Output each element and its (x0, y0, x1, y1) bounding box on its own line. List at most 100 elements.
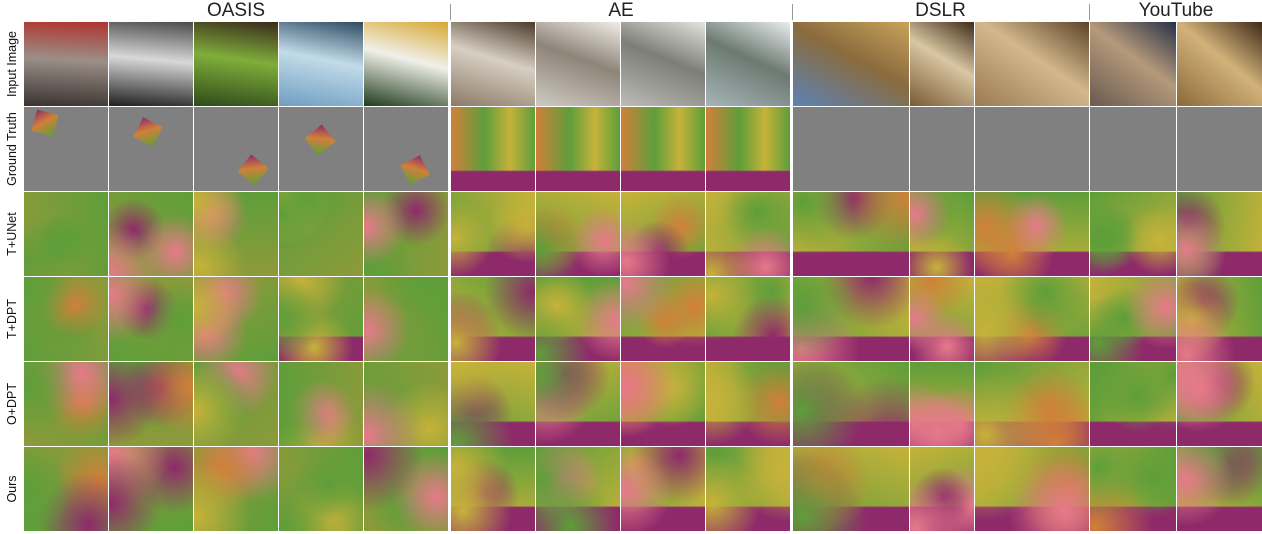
cell-o-dpt-oasis-1 (109, 362, 193, 446)
row-label-text: Input Image (5, 30, 19, 98)
group-divider (792, 4, 793, 20)
cell-ground-truth-youtube-12 (1090, 107, 1176, 191)
cell-o-dpt-dslr-9 (793, 362, 909, 446)
cell-t-dpt-ae-8 (706, 277, 790, 361)
cell-o-dpt-oasis-2 (194, 362, 278, 446)
cell-ours-oasis-4 (364, 447, 448, 531)
row-label-text: Ours (5, 475, 19, 503)
cell-t-unet-youtube-13 (1177, 192, 1262, 276)
cell-t-unet-oasis-2 (194, 192, 278, 276)
cell-t-unet-oasis-4 (364, 192, 448, 276)
cell-ground-truth-oasis-4 (364, 107, 448, 191)
cell-ours-ae-5 (451, 447, 535, 531)
cell-ours-youtube-12 (1090, 447, 1176, 531)
cell-ours-ae-8 (706, 447, 790, 531)
gt-sparse-patch (133, 117, 163, 147)
cell-t-unet-oasis-1 (109, 192, 193, 276)
cell-t-unet-youtube-12 (1090, 192, 1176, 276)
cell-ground-truth-ae-7 (621, 107, 705, 191)
cell-ground-truth-dslr-10 (910, 107, 974, 191)
row-label-text: Ground Truth (5, 112, 19, 186)
cell-ground-truth-dslr-9 (793, 107, 909, 191)
cell-o-dpt-dslr-11 (975, 362, 1089, 446)
cell-t-dpt-oasis-4 (364, 277, 448, 361)
row-label-text: T+DPT (5, 299, 19, 339)
cell-t-dpt-oasis-2 (194, 277, 278, 361)
cell-t-dpt-dslr-11 (975, 277, 1089, 361)
row-label-ours: Ours (0, 447, 24, 531)
cell-t-unet-dslr-10 (910, 192, 974, 276)
cell-t-dpt-dslr-9 (793, 277, 909, 361)
cell-input-image-oasis-4 (364, 22, 448, 106)
group-header-dslr: DSLR (915, 0, 966, 21)
cell-t-dpt-ae-6 (536, 277, 620, 361)
cell-o-dpt-ae-8 (706, 362, 790, 446)
group-divider (1089, 4, 1090, 20)
cell-o-dpt-ae-7 (621, 362, 705, 446)
cell-input-image-dslr-9 (793, 22, 909, 106)
cell-t-unet-ae-7 (621, 192, 705, 276)
cell-ours-oasis-1 (109, 447, 193, 531)
cell-input-image-oasis-0 (24, 22, 108, 106)
cell-t-dpt-ae-5 (451, 277, 535, 361)
cell-t-unet-dslr-9 (793, 192, 909, 276)
cell-ours-oasis-2 (194, 447, 278, 531)
cell-t-unet-ae-5 (451, 192, 535, 276)
row-label-ground-truth: Ground Truth (0, 107, 24, 191)
cell-ours-dslr-9 (793, 447, 909, 531)
cell-t-unet-ae-8 (706, 192, 790, 276)
row-label-t-dpt: T+DPT (0, 277, 24, 361)
cell-o-dpt-oasis-4 (364, 362, 448, 446)
cell-t-unet-ae-6 (536, 192, 620, 276)
cell-t-dpt-youtube-12 (1090, 277, 1176, 361)
cell-input-image-oasis-3 (279, 22, 363, 106)
cell-input-image-ae-5 (451, 22, 535, 106)
cell-ours-oasis-0 (24, 447, 108, 531)
cell-ours-dslr-11 (975, 447, 1089, 531)
cell-input-image-oasis-1 (109, 22, 193, 106)
cell-input-image-youtube-13 (1177, 22, 1262, 106)
cell-t-unet-dslr-11 (975, 192, 1089, 276)
row-label-text: T+UNet (5, 212, 19, 256)
cell-ground-truth-oasis-3 (279, 107, 363, 191)
group-header-oasis: OASIS (206, 0, 266, 21)
cell-input-image-oasis-2 (194, 22, 278, 106)
cell-o-dpt-oasis-0 (24, 362, 108, 446)
cell-input-image-dslr-10 (910, 22, 974, 106)
cell-input-image-ae-7 (621, 22, 705, 106)
row-label-input-image: Input Image (0, 22, 24, 106)
cell-ours-ae-6 (536, 447, 620, 531)
row-label-t-unet: T+UNet (0, 192, 24, 276)
cell-ours-ae-7 (621, 447, 705, 531)
gt-sparse-patch (400, 155, 430, 185)
cell-ground-truth-oasis-1 (109, 107, 193, 191)
cell-t-dpt-oasis-3 (279, 277, 363, 361)
cell-input-image-dslr-11 (975, 22, 1089, 106)
cell-ground-truth-oasis-0 (24, 107, 108, 191)
cell-o-dpt-youtube-12 (1090, 362, 1176, 446)
cell-t-dpt-ae-7 (621, 277, 705, 361)
cell-o-dpt-dslr-10 (910, 362, 974, 446)
cell-input-image-youtube-12 (1090, 22, 1176, 106)
cell-ground-truth-youtube-13 (1177, 107, 1262, 191)
cell-t-dpt-dslr-10 (910, 277, 974, 361)
cell-input-image-ae-6 (536, 22, 620, 106)
gt-sparse-patch (31, 109, 59, 137)
gt-sparse-patch (237, 154, 269, 186)
cell-o-dpt-oasis-3 (279, 362, 363, 446)
gt-sparse-patch (304, 124, 336, 156)
cell-ours-youtube-13 (1177, 447, 1262, 531)
cell-ground-truth-ae-8 (706, 107, 790, 191)
group-header-ae: AE (608, 0, 634, 21)
cell-o-dpt-ae-5 (451, 362, 535, 446)
group-divider (450, 4, 451, 20)
cell-t-dpt-youtube-13 (1177, 277, 1262, 361)
cell-o-dpt-ae-6 (536, 362, 620, 446)
cell-ground-truth-ae-5 (451, 107, 535, 191)
cell-o-dpt-youtube-13 (1177, 362, 1262, 446)
cell-ground-truth-dslr-11 (975, 107, 1089, 191)
cell-t-unet-oasis-0 (24, 192, 108, 276)
group-header-youtube: YouTube (1138, 0, 1214, 21)
cell-ours-oasis-3 (279, 447, 363, 531)
